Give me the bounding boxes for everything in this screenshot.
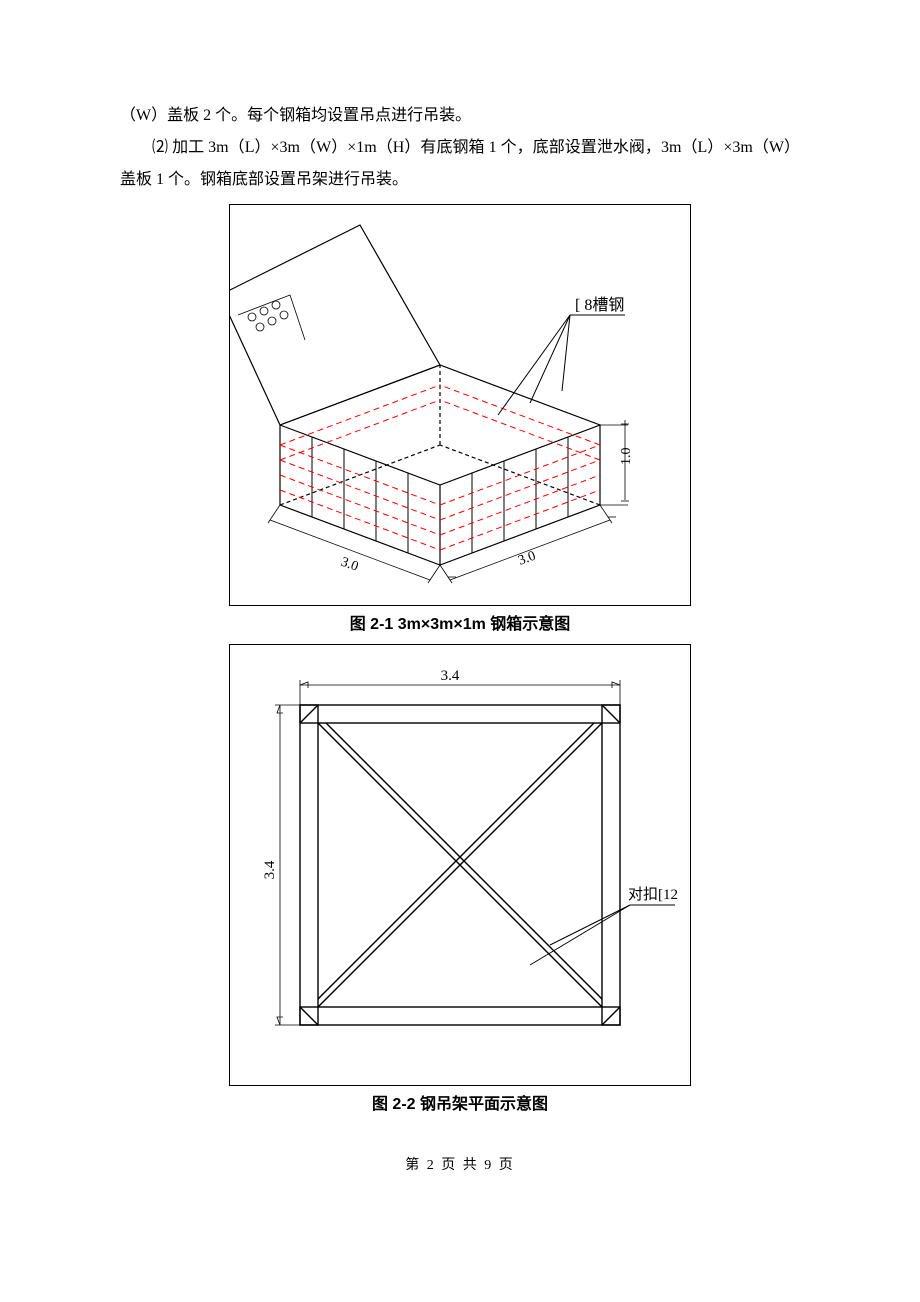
figure-1-svg: [ 8槽钢 3.0 3.0 1.0 xyxy=(230,205,690,605)
page-footer: 第 2 页 共 9 页 xyxy=(120,1154,800,1174)
fig2-label: 对扣[12 xyxy=(628,886,678,903)
fig1-dim-depth: 3.0 xyxy=(516,549,538,569)
figure-2-box: 3.4 3.4 对扣[12 xyxy=(229,644,691,1086)
fig2-dim-width: 3.4 xyxy=(441,668,460,684)
figure-2-svg: 3.4 3.4 对扣[12 xyxy=(230,645,690,1085)
figure-1-box: [ 8槽钢 3.0 3.0 1.0 xyxy=(229,204,691,606)
figure-1-caption: 图 2-1 3m×3m×1m 钢箱示意图 xyxy=(120,610,800,634)
figure-2-caption: 图 2-2 钢吊架平面示意图 xyxy=(120,1090,800,1114)
paragraph-2: ⑵ 加工 3m（L）×3m（W）×1m（H）有底钢箱 1 个，底部设置泄水阀，3… xyxy=(120,132,800,196)
fig1-dim-width: 3.0 xyxy=(339,555,361,575)
fig1-channel-label: [ 8槽钢 xyxy=(575,296,624,314)
fig2-dim-height: 3.4 xyxy=(262,860,278,879)
fig1-dim-height: 1.0 xyxy=(619,448,634,466)
paragraph-1: （W）盖板 2 个。每个钢箱均设置吊点进行吊装。 xyxy=(120,100,800,132)
